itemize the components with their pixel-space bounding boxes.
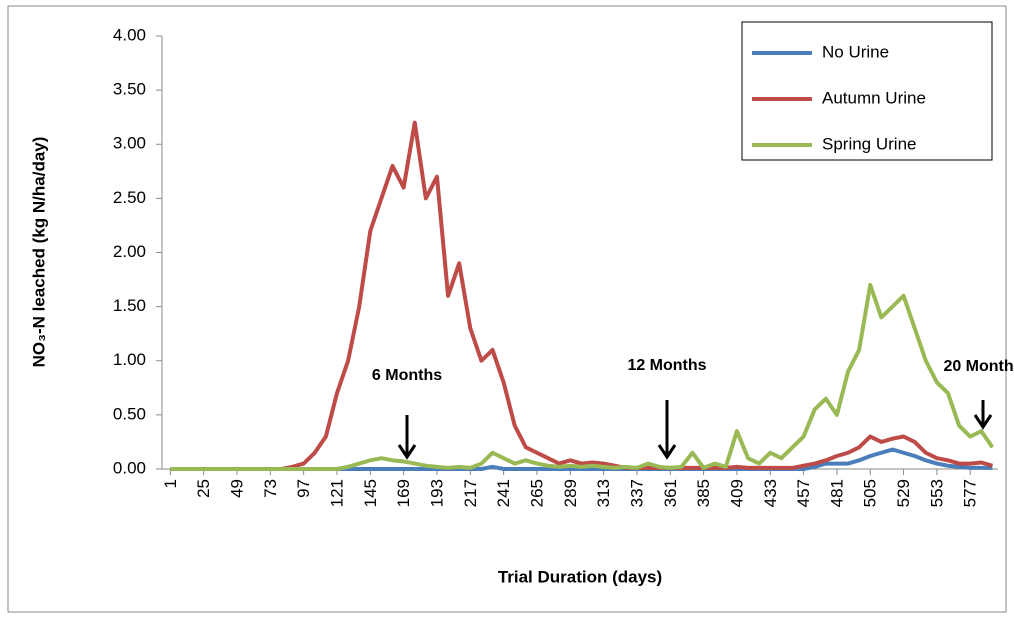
x-tick-label: 49 — [227, 479, 246, 498]
x-tick-label: 337 — [627, 479, 646, 507]
x-tick-label: 457 — [794, 479, 813, 507]
x-tick-label: 481 — [827, 479, 846, 507]
series-line — [170, 282, 995, 471]
y-tick-label: 3.00 — [113, 134, 146, 153]
x-tick-label: 121 — [327, 479, 346, 507]
y-tick-label: 1.00 — [113, 350, 146, 369]
annotation-arrowhead — [973, 414, 993, 430]
x-tick-label: 505 — [861, 479, 880, 507]
x-tick-label: 1 — [161, 479, 180, 488]
x-axis-label: Trial Duration (days) — [498, 567, 662, 586]
x-tick-label: 577 — [961, 479, 980, 507]
y-tick-label: 1.50 — [113, 296, 146, 315]
x-tick-label: 385 — [694, 479, 713, 507]
y-tick-label: 2.00 — [113, 242, 146, 261]
series-line — [170, 120, 994, 471]
y-tick-label: 2.50 — [113, 188, 146, 207]
y-tick-label: 3.50 — [113, 80, 146, 99]
x-tick-label: 409 — [727, 479, 746, 507]
x-tick-label: 313 — [594, 479, 613, 507]
legend-label: Autumn Urine — [822, 88, 926, 107]
x-tick-label: 553 — [927, 479, 946, 507]
y-axis-label: NO₃-N leached (kg N/ha/day) — [29, 137, 48, 368]
x-tick-label: 289 — [561, 479, 580, 507]
x-tick-label: 169 — [394, 479, 413, 507]
x-tick-label: 217 — [461, 479, 480, 507]
legend-label: No Urine — [822, 42, 889, 61]
y-tick-label: 0.00 — [113, 458, 146, 477]
legend-label: Spring Urine — [822, 134, 917, 153]
annotation-arrowhead — [657, 444, 677, 460]
legend — [741, 21, 993, 161]
x-tick-label: 265 — [527, 479, 546, 507]
x-tick-label: 241 — [494, 479, 513, 507]
x-tick-label: 25 — [194, 479, 213, 498]
x-tick-label: 145 — [361, 479, 380, 507]
x-tick-label: 433 — [761, 479, 780, 507]
annotation: 20 Months — [943, 358, 1014, 375]
y-tick-label: 4.00 — [113, 25, 146, 44]
x-tick-label: 361 — [661, 479, 680, 507]
x-tick-label: 97 — [294, 479, 313, 498]
annotation: 6 Months — [372, 367, 442, 384]
x-tick-label: 73 — [261, 479, 280, 498]
x-tick-label: 193 — [427, 479, 446, 507]
x-tick-label: 529 — [894, 479, 913, 507]
annotation: 12 Months — [627, 357, 706, 374]
annotation-arrowhead — [397, 444, 417, 460]
y-tick-label: 0.50 — [113, 404, 146, 423]
